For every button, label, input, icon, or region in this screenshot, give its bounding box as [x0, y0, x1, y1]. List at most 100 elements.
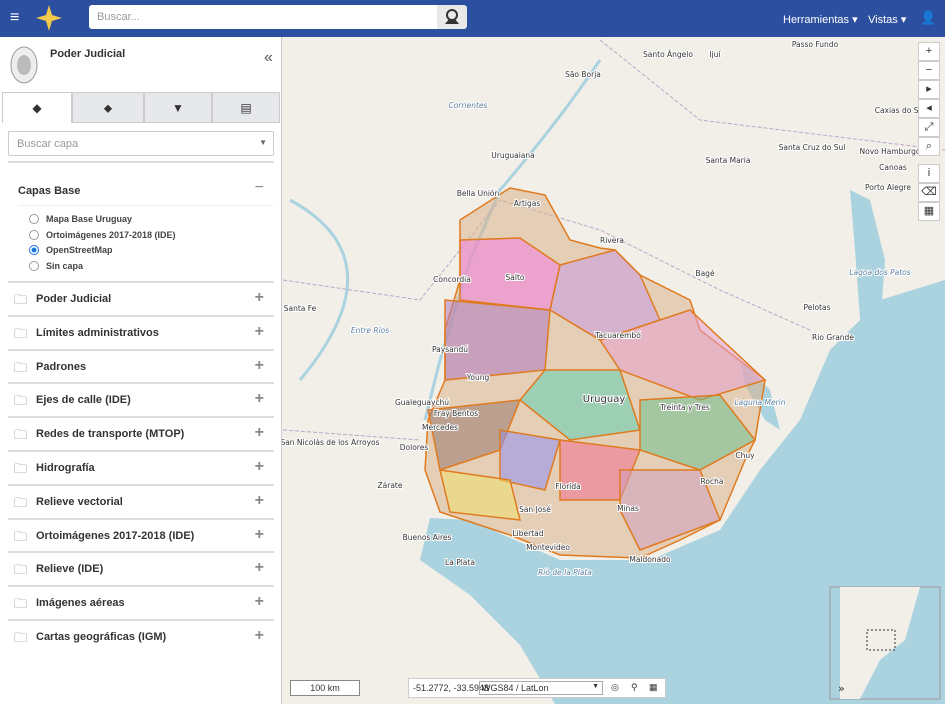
user-button[interactable]: 👤 — [920, 10, 937, 25]
layer-group[interactable]: 🗀 Relieve vectorial + — [8, 483, 274, 518]
layer-group[interactable]: 🗀 Ejes de calle (IDE) + — [8, 382, 274, 416]
map-label: Lagoa dos Patos — [849, 268, 910, 277]
tab-tags[interactable]: ⬥ — [72, 92, 144, 123]
map-label: San José — [519, 505, 551, 514]
collapse-section[interactable]: − — [254, 179, 264, 196]
folder-icon: 🗀 — [14, 494, 28, 510]
layer-group[interactable]: 🗀 Hidrografía + — [8, 450, 274, 484]
folder-icon: 🗀 — [14, 596, 28, 612]
menu-herramientas[interactable]: Herramientas ▾ — [783, 14, 858, 26]
map-label: Passo Fundo — [792, 40, 839, 49]
folder-icon: 🗀 — [14, 393, 28, 409]
layer-group[interactable]: 🗀 Límites administrativos + — [8, 314, 274, 349]
prev-view[interactable]: ◂ — [918, 99, 940, 118]
layer-search[interactable]: Buscar capa ▼ — [8, 131, 274, 156]
keyboard[interactable]: ▦ — [918, 202, 940, 221]
map-label: Uruguaiana — [491, 151, 534, 160]
map-label: Ijuí — [709, 50, 721, 59]
search-button[interactable] — [437, 5, 467, 29]
map-label: Gualeguaychú — [395, 398, 449, 407]
search-input[interactable]: Buscar... — [89, 5, 437, 29]
layer-group[interactable]: 🗀 Redes de transporte (MTOP) + — [8, 416, 274, 450]
option-label: Sin capa — [46, 260, 84, 271]
tabs: ◆ ⬥ ▼ ▤ — [2, 92, 280, 123]
map-label: Concordia — [433, 275, 471, 284]
river — [289, 59, 602, 421]
map-label: Tacuarembó — [594, 331, 641, 340]
map-label: Santa Cruz do Sul — [779, 143, 846, 152]
folder-icon: 🗀 — [14, 528, 28, 544]
map-label: Dolores — [400, 443, 429, 452]
expand-icon: + — [254, 525, 264, 543]
map-label: Chuy — [735, 451, 755, 460]
group-label: Cartas geográficas (IGM) — [36, 631, 167, 643]
group-label: Hidrografía — [36, 462, 95, 474]
map-label: Uruguay — [583, 394, 626, 405]
next-view[interactable]: ▸ — [918, 80, 940, 99]
zoom-in[interactable]: + — [918, 42, 940, 61]
collapse-button[interactable]: « — [264, 49, 273, 66]
layer-group[interactable]: 🗀 Cartas geográficas (IGM) + — [8, 619, 274, 653]
map-label: Caxias do Sul — [875, 106, 926, 115]
projection: WGS84 / LatLon — [482, 683, 549, 693]
locate[interactable]: ◎ — [611, 682, 619, 692]
group-label: Límites administrativos — [36, 326, 159, 339]
map-label: La Plata — [445, 558, 475, 567]
expand-icon: + — [254, 627, 264, 644]
menu-button[interactable]: ≡ — [10, 9, 20, 26]
radio — [29, 245, 39, 255]
layer-group[interactable]: 🗀 Ortoimágenes 2017-2018 (IDE) + — [8, 517, 274, 552]
map-label: Young — [466, 373, 490, 382]
expand-icon: + — [254, 356, 264, 374]
expand-icon: + — [254, 289, 264, 306]
map-label: Laguna Merín — [734, 398, 785, 407]
group-label: Ortoimágenes 2017-2018 (IDE) — [36, 529, 195, 542]
map-label: Pelotas — [804, 303, 831, 312]
top-bar: ≡ Buscar... Herramientas ▾ Vistas ▾ 👤 — [0, 0, 945, 37]
zoom-box[interactable]: ⌕ — [918, 137, 940, 156]
map-label: Artigas — [514, 199, 541, 208]
menu-vistas[interactable]: Vistas ▾ — [868, 14, 907, 26]
layer-group[interactable]: 🗀 Relieve (IDE) + — [8, 551, 274, 585]
map-label: Fray Bentos — [434, 409, 478, 418]
map-label: Canoas — [879, 163, 907, 172]
folder-icon: 🗀 — [14, 292, 28, 307]
coordinate-bar: -51.2772, -33.5948 WGS84 / LatLon ▼ ◎ ⚲ ▦ — [408, 678, 666, 698]
radio — [29, 229, 39, 240]
map-label: Florida — [555, 482, 581, 491]
tab-filter[interactable]: ▼ — [144, 92, 212, 123]
eraser[interactable]: ⌫ — [918, 183, 940, 202]
map-label: Novo Hamburgo — [860, 147, 921, 156]
map-label: Entre Ríos — [351, 326, 389, 335]
map-label: Santa Fe — [284, 304, 317, 313]
expand-icon: + — [254, 390, 264, 408]
group-label: Poder Judicial — [36, 293, 112, 305]
overview-toggle[interactable]: » — [838, 682, 845, 695]
map-label: Bagé — [695, 269, 715, 278]
calculator[interactable]: ▦ — [649, 682, 658, 692]
zoom-out[interactable]: − — [918, 61, 940, 80]
marker[interactable]: ⚲ — [631, 682, 638, 692]
coordinates: -51.2772, -33.5948 — [413, 683, 490, 693]
group-label: Relieve (IDE) — [36, 563, 104, 576]
crest — [10, 46, 38, 84]
projection-select[interactable]: WGS84 / LatLon ▼ — [479, 681, 603, 695]
layer-group[interactable]: 🗀 Imágenes aéreas + — [8, 585, 274, 619]
option-label: Mapa Base Uruguay — [46, 214, 133, 224]
layer-group[interactable]: 🗀 Poder Judicial + — [8, 281, 274, 315]
expand-icon: + — [254, 491, 264, 509]
lagoon — [850, 190, 885, 330]
map-label: Rio Grande — [812, 333, 854, 342]
tab-layers[interactable]: ◆ — [2, 92, 72, 123]
layer-group[interactable]: 🗀 Padrones + — [8, 348, 274, 383]
sidebar-title: Poder Judicial — [50, 48, 126, 60]
folder-icon: 🗀 — [14, 562, 28, 578]
info[interactable]: i — [918, 164, 940, 183]
full-extent[interactable]: ⤢ — [918, 118, 940, 137]
overview-land — [840, 587, 920, 699]
tab-table[interactable]: ▤ — [212, 92, 280, 123]
option-label: Ortoimágenes 2017-2018 (IDE) — [46, 229, 176, 240]
menu-label: Herramientas — [783, 14, 850, 26]
map-label: São Borja — [565, 70, 601, 79]
